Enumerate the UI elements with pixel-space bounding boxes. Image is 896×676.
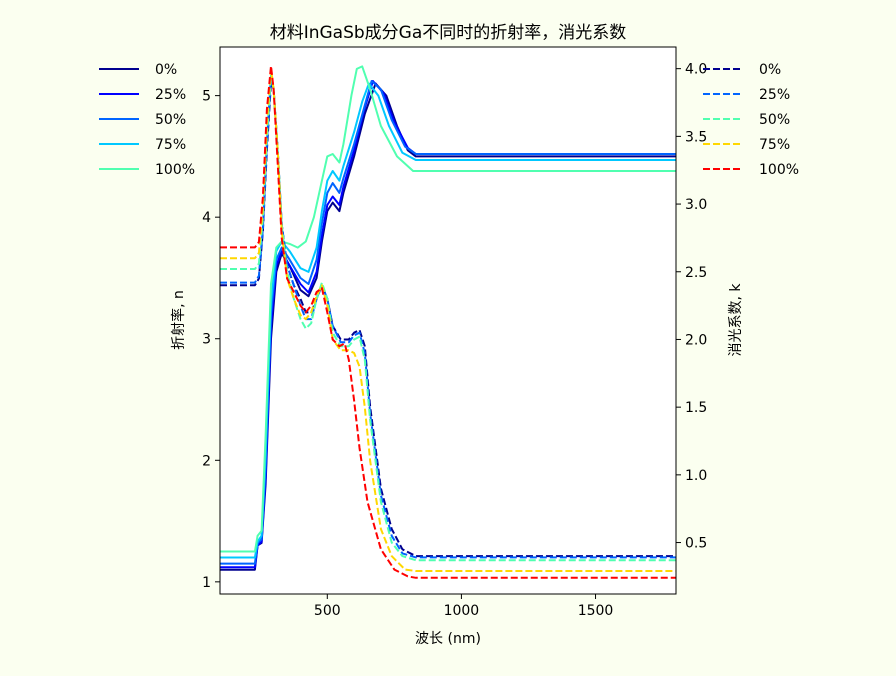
chart-title: 材料InGaSb成分Ga不同时的折射率，消光系数	[270, 23, 627, 43]
y-right-tick-label: 2.0	[685, 332, 707, 348]
legend-k: 0% 25% 50% 75% 100%	[703, 62, 799, 178]
y-left-tick-label: 2	[202, 453, 211, 469]
y-right-tick-label: 3.5	[685, 129, 707, 145]
legend-label: 0%	[759, 62, 781, 78]
legend-label: 50%	[759, 112, 790, 128]
x-axis-label: 波长 (nm)	[415, 631, 481, 647]
legend-label: 75%	[155, 137, 186, 153]
plot-frame	[219, 46, 677, 595]
plot-area	[220, 47, 676, 594]
n-series-line-100pct	[220, 65, 676, 553]
legend-label: 50%	[155, 112, 186, 128]
y-right-tick-label: 3.0	[685, 197, 707, 213]
y-left-tick-label: 4	[202, 210, 211, 226]
y-axis-label-right: 消光系数, k	[728, 283, 744, 357]
series-layer	[220, 65, 676, 579]
y-right-tick-label: 0.5	[685, 536, 707, 552]
x-tick-label: 500	[314, 603, 341, 619]
y-right-tick-label: 1.5	[685, 400, 707, 416]
y-right-tick-label: 2.5	[685, 265, 707, 281]
legend-label: 75%	[759, 137, 790, 153]
x-tick-label: 1000	[444, 603, 480, 619]
x-tick-label: 1500	[578, 603, 614, 619]
k-series-line-75pct	[220, 67, 676, 572]
legend-n: 0% 25% 50% 75% 100%	[99, 62, 195, 178]
legend-label: 25%	[759, 87, 790, 103]
legend-label: 100%	[759, 162, 799, 178]
y-left-tick-label: 3	[202, 332, 211, 348]
y-left-tick-label: 1	[202, 575, 211, 591]
y-right-tick-label: 4.0	[685, 62, 707, 78]
y-right-tick-label: 1.0	[685, 468, 707, 484]
legend-label: 100%	[155, 162, 195, 178]
legend-label: 25%	[155, 87, 186, 103]
y-left-tick-label: 5	[202, 89, 211, 105]
y-axis-label-left: 折射率, n	[170, 290, 187, 350]
legend-label: 0%	[155, 62, 177, 78]
axis-ticks: 500 1000 1500 1 2 3 4 5 0.5 1.0 1.5 2.0 2.5 3.0 3.5 4.0	[202, 62, 707, 619]
k-series-line-100pct	[220, 65, 676, 579]
